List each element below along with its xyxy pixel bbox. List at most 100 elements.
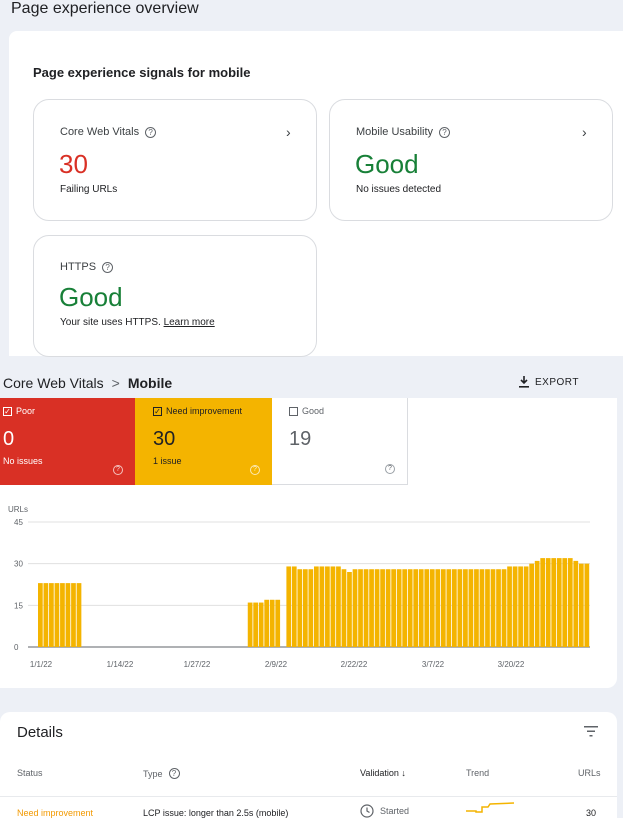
chart-bar[interactable] xyxy=(76,583,82,647)
chart-bar[interactable] xyxy=(297,569,303,647)
chart-bar[interactable] xyxy=(385,569,391,647)
chart-bar[interactable] xyxy=(358,569,363,647)
chart-bar[interactable] xyxy=(523,566,529,647)
checkbox-checked-icon[interactable]: ✓ xyxy=(3,406,12,416)
chart-bar[interactable] xyxy=(446,569,452,647)
column-validation-wrap[interactable]: Validation ↓ xyxy=(360,768,406,778)
help-icon[interactable]: ? xyxy=(168,768,180,779)
chart-bar[interactable] xyxy=(247,602,253,647)
chart-bar[interactable] xyxy=(275,599,281,647)
tile-poor[interactable]: ✓ Poor 0 No issues ? xyxy=(0,398,135,485)
export-label: EXPORT xyxy=(535,376,579,388)
chart-bar[interactable] xyxy=(507,566,512,647)
chart-bar[interactable] xyxy=(534,560,540,647)
download-icon xyxy=(519,376,529,388)
export-button[interactable]: EXPORT xyxy=(519,376,579,388)
chart-bar[interactable] xyxy=(512,566,518,647)
chart-bar[interactable] xyxy=(330,566,336,647)
chart-bar[interactable] xyxy=(258,602,264,647)
column-status[interactable]: Status xyxy=(17,768,43,778)
chart-bar[interactable] xyxy=(347,572,352,647)
chart-bar[interactable] xyxy=(562,558,568,647)
help-icon[interactable]: ? xyxy=(102,261,114,273)
chart-bar[interactable] xyxy=(264,599,270,647)
chart-bar[interactable] xyxy=(38,583,43,647)
help-icon[interactable]: ? xyxy=(145,126,157,138)
chart-bar[interactable] xyxy=(291,566,297,647)
chart-bar[interactable] xyxy=(314,566,319,647)
chart-bar[interactable] xyxy=(352,569,358,647)
chart-bar[interactable] xyxy=(490,569,496,647)
tile-good[interactable]: Good 19 ? xyxy=(272,398,408,485)
chevron-right-icon[interactable]: › xyxy=(582,124,587,140)
chart-bar[interactable] xyxy=(429,569,435,647)
filter-icon[interactable] xyxy=(584,726,598,737)
chart-bar[interactable] xyxy=(308,569,314,647)
chart-bar[interactable] xyxy=(253,602,258,647)
chart-bar[interactable] xyxy=(457,569,463,647)
chart-bar[interactable] xyxy=(545,558,551,647)
help-icon[interactable]: ? xyxy=(113,465,123,475)
mobile-usability-card[interactable]: Mobile Usability ? › Good No issues dete… xyxy=(329,99,613,221)
chart-bar[interactable] xyxy=(319,566,325,647)
help-icon[interactable]: ? xyxy=(250,465,260,475)
chart-bar[interactable] xyxy=(402,569,408,647)
chart-bar[interactable] xyxy=(374,569,380,647)
chart-bar[interactable] xyxy=(584,563,590,647)
chart-bar[interactable] xyxy=(71,583,76,647)
chart-bar[interactable] xyxy=(363,569,369,647)
core-web-vitals-card[interactable]: Core Web Vitals ? › 30 Failing URLs xyxy=(33,99,317,221)
chart-bar[interactable] xyxy=(341,569,347,647)
column-urls: URLs xyxy=(578,768,601,778)
chart-bar[interactable] xyxy=(336,566,341,647)
chart-bar[interactable] xyxy=(43,583,49,647)
chart-bar[interactable] xyxy=(474,569,479,647)
chart-bar[interactable] xyxy=(501,569,507,647)
chart-bar[interactable] xyxy=(556,558,562,647)
chart-bar[interactable] xyxy=(540,558,546,647)
chart-bar[interactable] xyxy=(551,558,557,647)
chart-bar[interactable] xyxy=(468,569,474,647)
chart-bar[interactable] xyxy=(485,569,490,647)
chart-bar[interactable] xyxy=(391,569,396,647)
chart-bar[interactable] xyxy=(369,569,374,647)
chart-bar[interactable] xyxy=(302,569,308,647)
x-tick-label: 3/20/22 xyxy=(498,660,525,669)
help-icon[interactable]: ? xyxy=(439,126,451,138)
checkbox-checked-icon[interactable]: ✓ xyxy=(153,406,162,416)
chart-bar[interactable] xyxy=(440,569,446,647)
chart-bar[interactable] xyxy=(567,558,573,647)
chart-bar[interactable] xyxy=(269,599,275,647)
chart-bar[interactable] xyxy=(573,560,579,647)
chart-bar[interactable] xyxy=(578,563,584,647)
chart-bar[interactable] xyxy=(435,569,441,647)
learn-more-link[interactable]: Learn more xyxy=(163,317,215,328)
chart-bar[interactable] xyxy=(529,563,534,647)
breadcrumb-separator: > xyxy=(111,375,120,391)
breadcrumb-root[interactable]: Core Web Vitals xyxy=(3,375,104,391)
chart-bar[interactable] xyxy=(60,583,65,647)
chart-bar[interactable] xyxy=(380,569,385,647)
details-card xyxy=(0,712,617,818)
chart-bar[interactable] xyxy=(286,566,292,647)
chart-bar[interactable] xyxy=(65,583,71,647)
tile-need-improvement[interactable]: ✓ Need improvement 30 1 issue ? xyxy=(135,398,272,485)
chart-bar[interactable] xyxy=(518,566,523,647)
chart-bar[interactable] xyxy=(424,569,430,647)
help-icon[interactable]: ? xyxy=(385,464,395,474)
chart-bar[interactable] xyxy=(407,569,413,647)
chart-bar[interactable] xyxy=(496,569,501,647)
column-type-wrap[interactable]: Type ? xyxy=(143,768,180,779)
chart-bar[interactable] xyxy=(418,569,424,647)
chart-bar[interactable] xyxy=(49,583,54,647)
chart-bar[interactable] xyxy=(54,583,60,647)
checkbox-unchecked-icon[interactable] xyxy=(289,406,298,416)
chart-bar[interactable] xyxy=(452,569,457,647)
chart-bar[interactable] xyxy=(396,569,402,647)
chart-bar[interactable] xyxy=(463,569,468,647)
chart-bar[interactable] xyxy=(413,569,419,647)
chart-bar[interactable] xyxy=(479,569,485,647)
table-row[interactable]: Need improvement LCP issue: longer than … xyxy=(0,800,617,818)
chart-bar[interactable] xyxy=(325,566,330,647)
chevron-right-icon[interactable]: › xyxy=(286,124,291,140)
